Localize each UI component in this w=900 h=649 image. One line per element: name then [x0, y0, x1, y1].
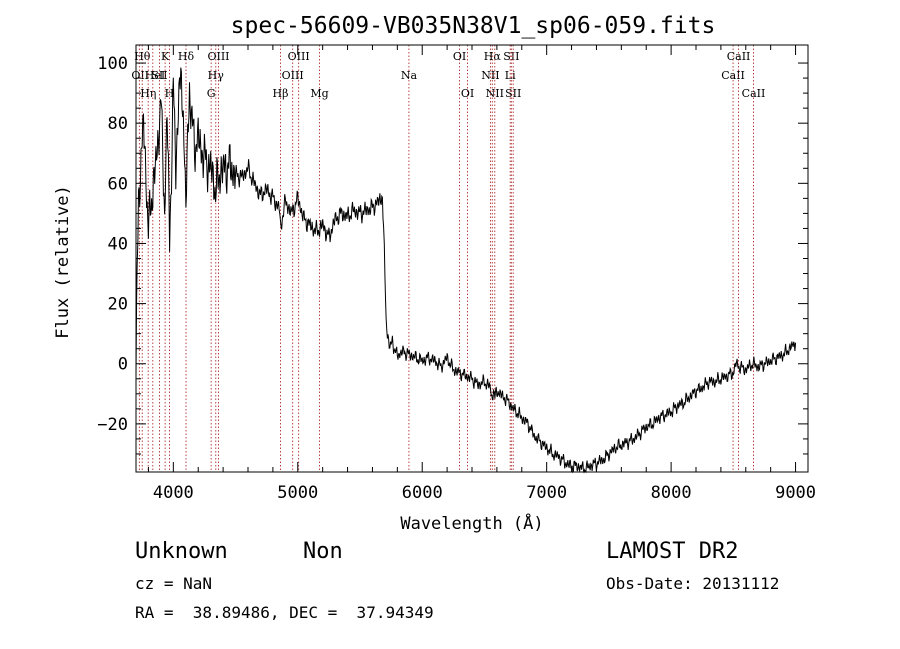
spectral-line-label-3: HeI — [145, 69, 165, 82]
y-tick-label-5: 80 — [108, 114, 128, 134]
spectral-line-label-14: Mg — [310, 87, 328, 100]
observation-date: Obs-Date: 20131112 — [606, 574, 780, 593]
spectral-line-label-12: OIII — [282, 69, 304, 82]
spectral-line-label-24: CaII — [721, 69, 745, 82]
plot-axes: 4000 5000 6000 7000 8000 9000 −20 0 20 40 60 80 100 — [97, 44, 816, 503]
x-tick-label-1: 5000 — [277, 483, 318, 503]
spectral-line-label-6: H — [165, 87, 175, 100]
y-tick-label-4: 60 — [108, 174, 128, 194]
object-class: Unknown — [135, 539, 228, 564]
coordinates: RA = 38.89486, DEC = 37.94349 — [135, 603, 434, 622]
spectral-line-label-23: SII — [505, 87, 521, 100]
spectral-line-label-15: Na — [401, 69, 418, 82]
y-axis-label: Flux (relative) — [53, 185, 73, 339]
spectral-line-label-19: Hα — [484, 50, 502, 63]
spectral-line-label-10: OIII — [207, 50, 229, 63]
spectral-line-label-13: OIII — [288, 50, 310, 63]
spectral-line-label-21: Li — [505, 69, 516, 82]
spectral-line-markers: OIIHθHηHeISIIKHHδGHγOIIIHβOIIIOIIIMgNaOI… — [131, 45, 765, 472]
spectrum-series — [135, 67, 797, 474]
spectrum-line — [135, 67, 797, 474]
spectral-line-label-16: OI — [453, 50, 466, 63]
x-tick-label-4: 8000 — [651, 483, 692, 503]
spectral-line-label-20: NII — [486, 87, 504, 100]
spectral-line-label-9: Hγ — [208, 69, 225, 82]
x-tick-label-0: 4000 — [153, 483, 194, 503]
spectral-line-label-8: G — [207, 87, 216, 100]
y-tick-label-0: −20 — [97, 415, 128, 435]
x-tick-label-3: 7000 — [526, 483, 567, 503]
plot-frame — [135, 44, 809, 473]
x-tick-label-2: 6000 — [402, 483, 443, 503]
survey-label: LAMOST DR2 — [606, 539, 739, 564]
object-subclass: Non — [303, 539, 343, 564]
spectral-line-label-11: Hβ — [273, 87, 289, 100]
spectral-line-label-4: SII — [151, 69, 167, 82]
x-axis-label: Wavelength (Å) — [400, 512, 543, 534]
y-tick-label-6: 100 — [97, 54, 128, 74]
y-tick-label-2: 20 — [108, 295, 128, 315]
spectral-line-label-5: K — [161, 50, 170, 63]
y-tick-label-1: 0 — [118, 355, 128, 375]
redshift-value: cz = NaN — [135, 574, 213, 593]
spectral-line-label-7: Hδ — [178, 50, 195, 63]
spectral-line-label-17: OI — [461, 87, 474, 100]
spectral-line-label-18: NII — [481, 69, 499, 82]
spectral-line-label-1: Hθ — [134, 50, 151, 63]
spectral-line-label-22: SII — [503, 50, 519, 63]
y-tick-label-3: 40 — [108, 234, 128, 254]
spectral-line-label-26: CaII — [742, 87, 766, 100]
spectral-line-label-25: CaII — [727, 50, 751, 63]
chart-title: spec-56609-VB035N38V1_sp06-059.fits — [231, 13, 716, 39]
spectral-line-label-2: Hη — [140, 87, 156, 100]
x-tick-label-5: 9000 — [775, 483, 816, 503]
